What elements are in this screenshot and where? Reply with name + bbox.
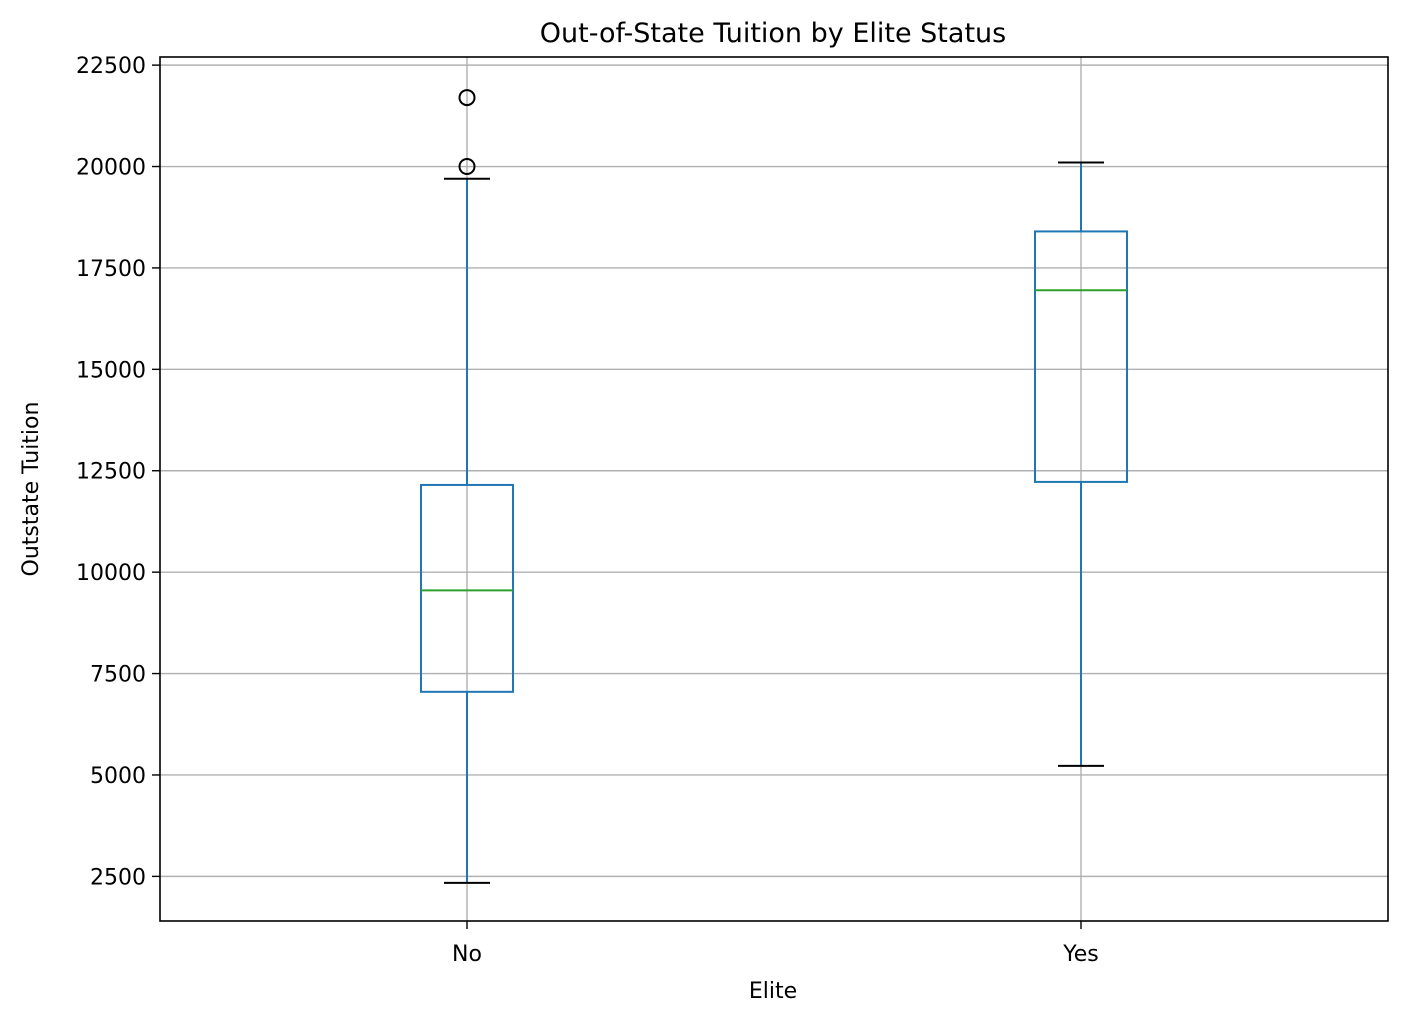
box-no [420, 89, 514, 884]
iqr-box [420, 483, 514, 693]
outlier-point [458, 89, 476, 107]
chart-title: Out-of-State Tuition by Elite Status [540, 18, 1006, 49]
iqr-box [1034, 230, 1128, 483]
y-tick-label: 22500 [76, 54, 146, 79]
y-axis-ticks: 2500 5000 7500 10000 12500 15000 17500 20000 225… [76, 54, 160, 890]
y-tick-label: 20000 [76, 156, 146, 181]
x-tick-label: Yes [1062, 942, 1099, 967]
y-tick-label: 15000 [76, 358, 146, 383]
y-tick-label: 17500 [76, 257, 146, 282]
y-axis-label: Outstate Tuition [19, 402, 44, 577]
grid-lines [160, 57, 1388, 921]
y-tick-label: 10000 [76, 561, 146, 586]
box-yes [1034, 161, 1128, 767]
box-series [420, 89, 1128, 884]
outlier-point [458, 158, 476, 176]
x-axis-ticks: No Yes [452, 921, 1099, 967]
y-tick-label: 12500 [76, 460, 146, 485]
plot-frame [159, 56, 1389, 922]
y-tick-label: 2500 [90, 865, 146, 890]
x-tick-label: No [452, 942, 482, 967]
y-tick-label: 7500 [90, 663, 146, 688]
y-tick-label: 5000 [90, 764, 146, 789]
x-axis-label: Elite [749, 979, 797, 1004]
